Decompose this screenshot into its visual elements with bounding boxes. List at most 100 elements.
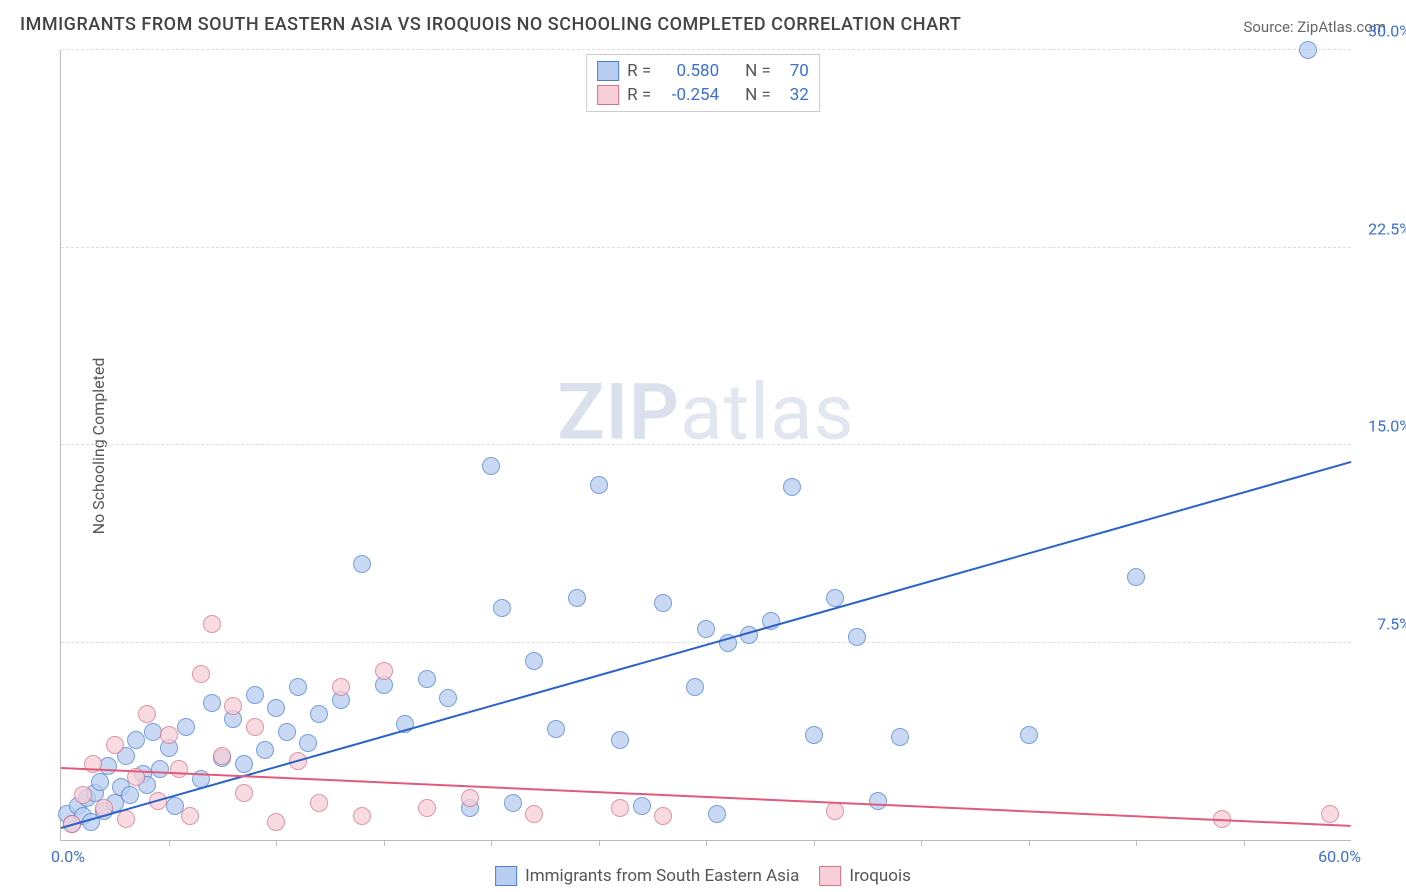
ytick-label: 22.5%	[1356, 219, 1406, 238]
legend-label: Iroquois	[849, 866, 911, 886]
xmark	[1244, 840, 1245, 846]
data-point	[353, 807, 371, 825]
xmark	[1029, 840, 1030, 846]
data-point	[299, 734, 317, 752]
xtick-min: 0.0%	[51, 847, 85, 866]
data-point	[106, 736, 124, 754]
data-point	[203, 694, 221, 712]
xmark	[599, 840, 600, 846]
data-point	[504, 794, 522, 812]
ytick-label: 7.5%	[1356, 614, 1406, 633]
watermark: ZIPatlas	[557, 368, 854, 459]
legend-swatch	[597, 85, 619, 105]
data-point	[611, 799, 629, 817]
r-value: 0.580	[659, 61, 719, 81]
xmark	[384, 840, 385, 846]
data-point	[256, 741, 274, 759]
data-point	[869, 792, 887, 810]
legend-item: Immigrants from South Eastern Asia	[495, 866, 799, 886]
xmark	[921, 840, 922, 846]
data-point	[127, 731, 145, 749]
data-point	[235, 784, 253, 802]
data-point	[482, 457, 500, 475]
data-point	[213, 747, 231, 765]
plot-area: ZIPatlas 0.0% 60.0% 7.5%15.0%22.5%30.0%	[60, 50, 1351, 841]
data-point	[267, 699, 285, 717]
data-point	[177, 718, 195, 736]
xmark	[814, 840, 815, 846]
data-point	[121, 786, 139, 804]
ytick-label: 30.0%	[1356, 22, 1406, 41]
legend-swatch	[597, 61, 619, 81]
legend-item: Iroquois	[819, 866, 911, 886]
data-point	[246, 686, 264, 704]
xmark	[276, 840, 277, 846]
data-point	[353, 555, 371, 573]
data-point	[310, 705, 328, 723]
trend-line	[61, 461, 1352, 829]
data-point	[332, 678, 350, 696]
n-label: N =	[745, 61, 771, 81]
data-point	[590, 476, 608, 494]
r-label: R =	[627, 85, 651, 105]
data-point	[246, 718, 264, 736]
data-point	[891, 728, 909, 746]
data-point	[1020, 726, 1038, 744]
data-point	[1127, 568, 1145, 586]
xmark	[1136, 840, 1137, 846]
legend-row: R =-0.254N =32	[597, 83, 809, 107]
data-point	[1299, 41, 1317, 59]
data-point	[192, 665, 210, 683]
data-point	[375, 662, 393, 680]
gridline-h	[61, 642, 1351, 643]
data-point	[203, 615, 221, 633]
trend-line	[61, 767, 1351, 827]
data-point	[848, 628, 866, 646]
data-point	[654, 594, 672, 612]
data-point	[91, 773, 109, 791]
data-point	[99, 757, 117, 775]
legend-bottom: Immigrants from South Eastern Asia Iroquo…	[495, 866, 911, 886]
data-point	[224, 697, 242, 715]
xtick-max: 60.0%	[1318, 847, 1361, 866]
data-point	[633, 797, 651, 815]
data-point	[418, 799, 436, 817]
data-point	[278, 723, 296, 741]
legend-swatch	[819, 866, 841, 886]
data-point	[568, 589, 586, 607]
data-point	[1321, 805, 1339, 823]
data-point	[654, 807, 672, 825]
gridline-h	[61, 49, 1351, 50]
data-point	[117, 810, 135, 828]
data-point	[289, 678, 307, 696]
r-value: -0.254	[659, 85, 719, 105]
data-point	[235, 755, 253, 773]
data-point	[708, 805, 726, 823]
data-point	[461, 789, 479, 807]
xmark	[491, 840, 492, 846]
data-point	[151, 760, 169, 778]
data-point	[138, 705, 156, 723]
data-point	[160, 726, 178, 744]
data-point	[805, 726, 823, 744]
xmark	[706, 840, 707, 846]
legend-top: R =0.580N =70R =-0.254N =32	[586, 54, 820, 112]
data-point	[310, 794, 328, 812]
chart-title: IMMIGRANTS FROM SOUTH EASTERN ASIA VS IR…	[20, 14, 961, 35]
gridline-h	[61, 444, 1351, 445]
legend-row: R =0.580N =70	[597, 59, 809, 83]
data-point	[418, 670, 436, 688]
data-point	[686, 678, 704, 696]
data-point	[181, 807, 199, 825]
data-point	[826, 589, 844, 607]
data-point	[525, 652, 543, 670]
data-point	[783, 478, 801, 496]
data-point	[267, 813, 285, 831]
data-point	[611, 731, 629, 749]
xmark	[169, 840, 170, 846]
data-point	[493, 599, 511, 617]
data-point	[826, 802, 844, 820]
r-label: R =	[627, 61, 651, 81]
data-point	[525, 805, 543, 823]
data-point	[74, 786, 92, 804]
